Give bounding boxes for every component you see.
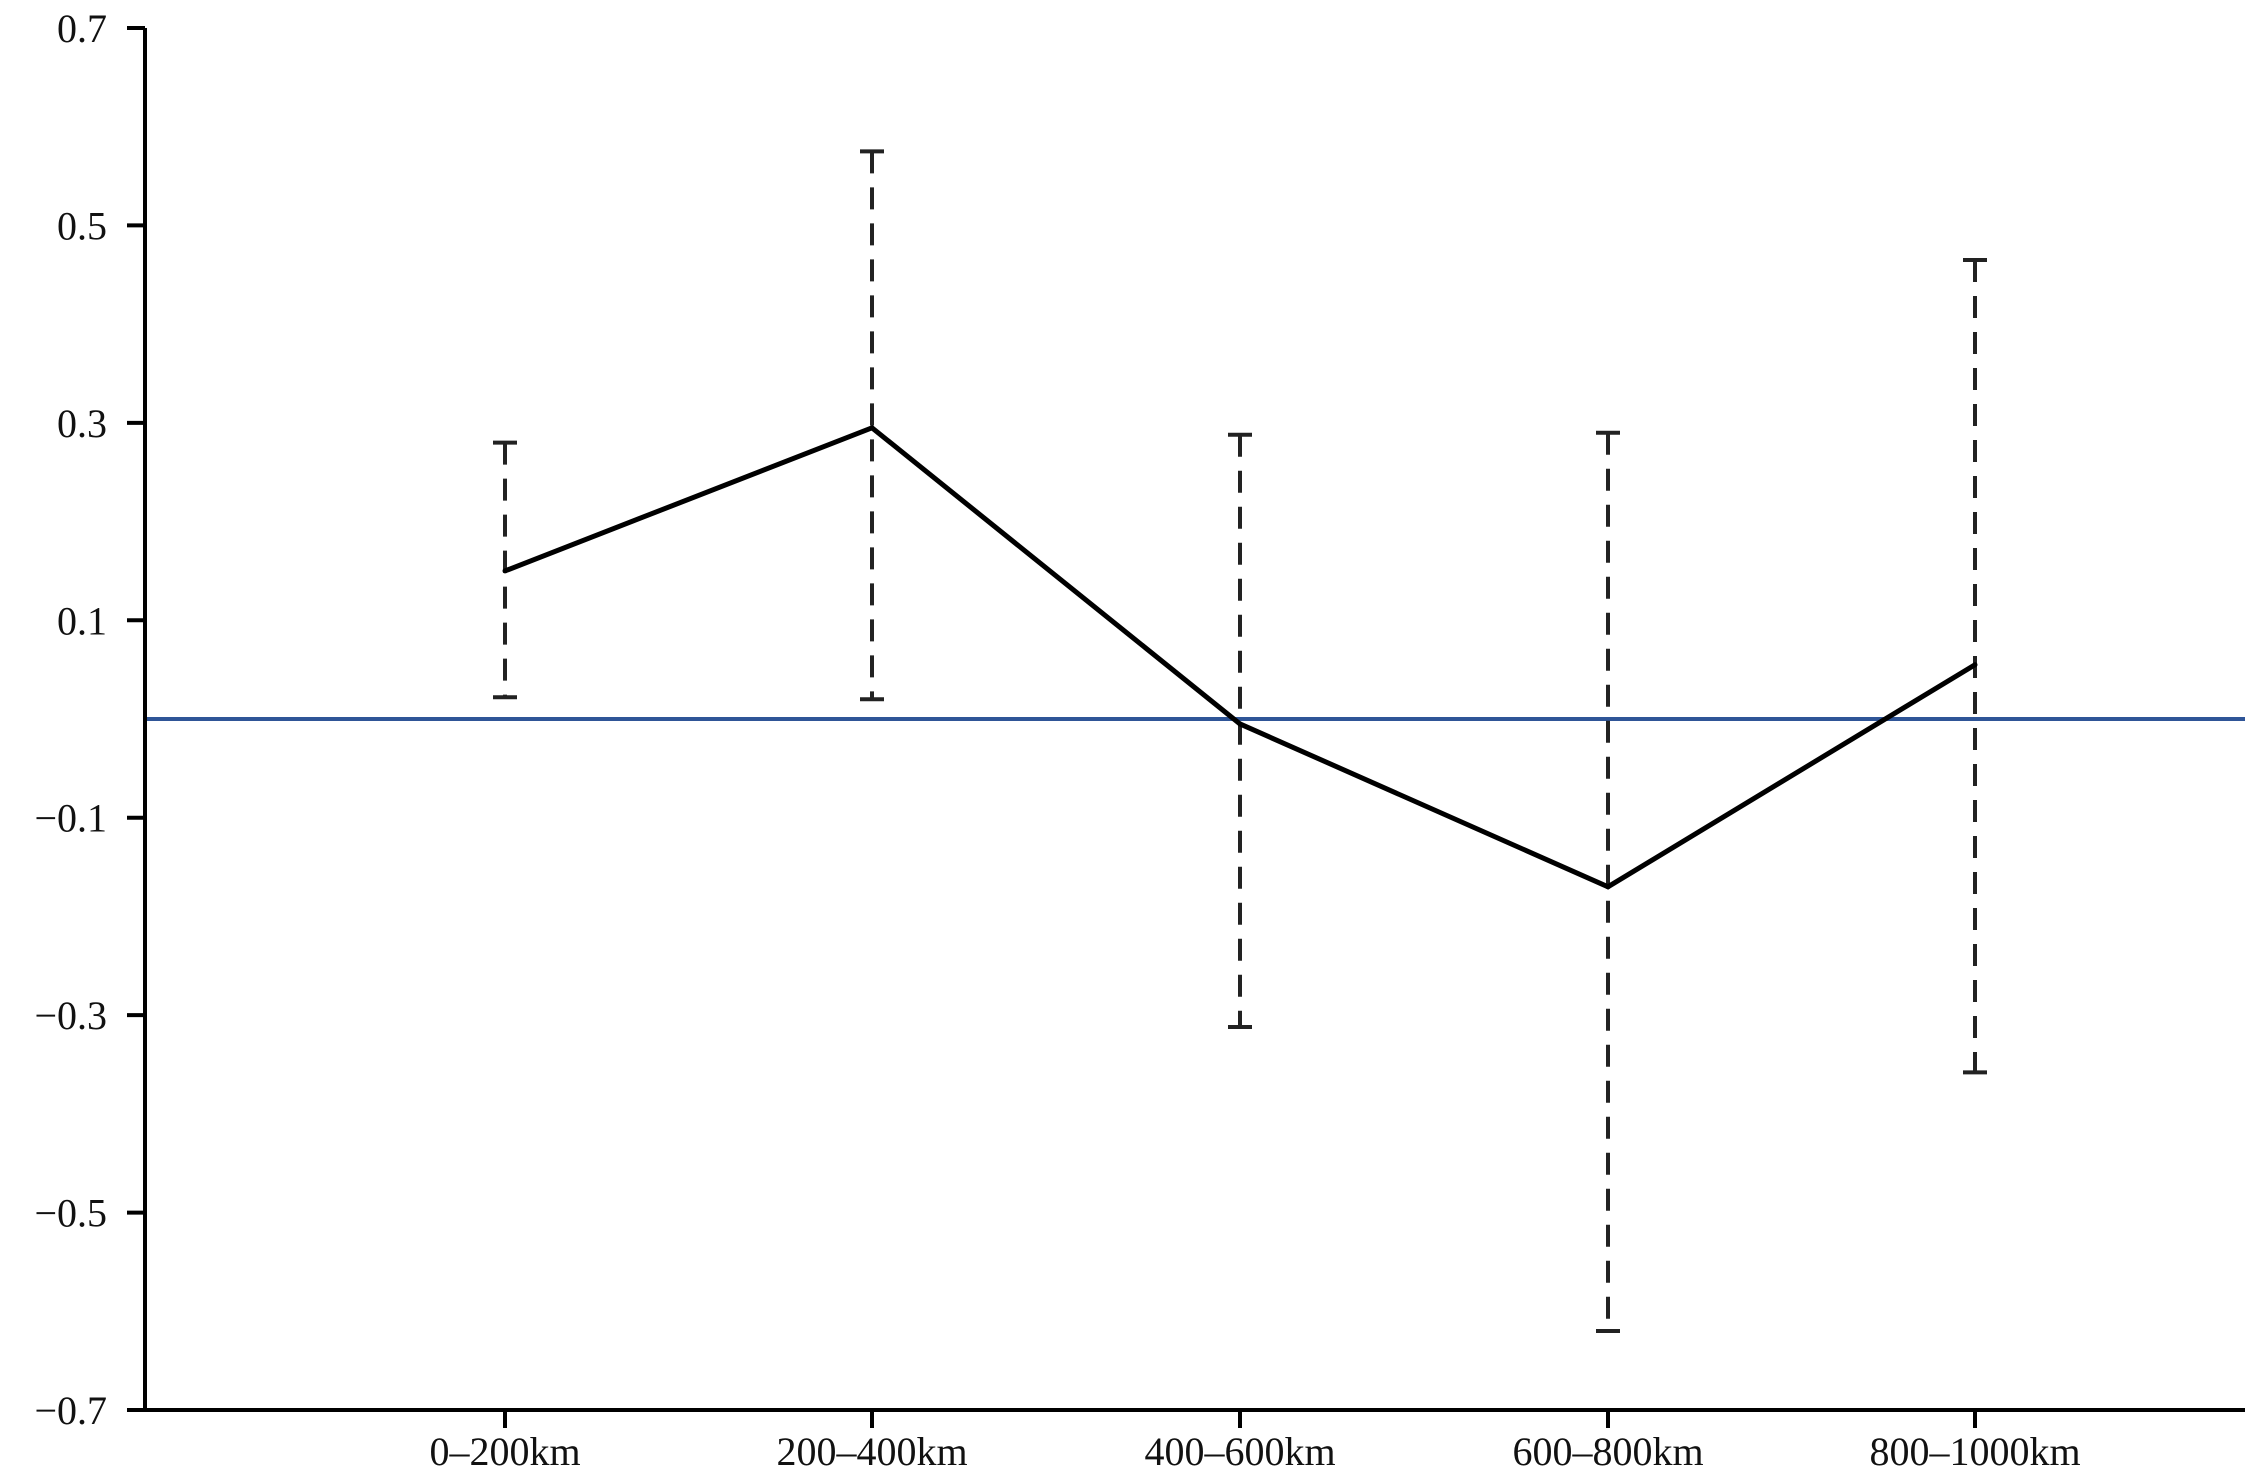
x-ticks-group: 0–200km 200–400km 400–600km 600–800km 800–10… — [429, 1410, 2081, 1474]
x-tick-label: 800–1000km — [1869, 1429, 2080, 1474]
y-tick-label: 0.1 — [57, 598, 107, 643]
y-tick-label: −0.1 — [34, 796, 107, 841]
y-tick-label: −0.3 — [34, 993, 107, 1038]
data-point — [1605, 884, 1611, 890]
data-point — [1237, 721, 1243, 727]
data-point — [1972, 662, 1978, 668]
error-bars-group — [493, 149, 1987, 1334]
data-point — [502, 568, 508, 574]
y-tick-label: 0.3 — [57, 401, 107, 446]
data-point — [869, 425, 875, 431]
x-tick-label: 200–400km — [776, 1429, 967, 1474]
y-tick-label: −0.7 — [34, 1388, 107, 1433]
x-tick-label: 600–800km — [1512, 1429, 1703, 1474]
series-group — [502, 424, 1978, 890]
x-tick-label: 0–200km — [429, 1429, 580, 1474]
y-tick-label: −0.5 — [34, 1191, 107, 1236]
y-tick-label: 0.5 — [57, 203, 107, 248]
axes-group — [143, 28, 2245, 1412]
x-tick-label: 400–600km — [1144, 1429, 1335, 1474]
y-ticks-group: 0.7 0.5 0.3 0.1 −0.1 −0.3 −0.5 −0.7 — [34, 6, 145, 1433]
y-tick-label: 0.7 — [57, 6, 107, 51]
